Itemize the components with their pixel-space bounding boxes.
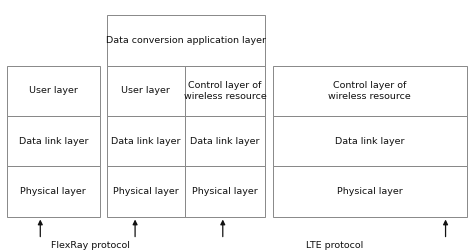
Text: FlexRay protocol: FlexRay protocol — [51, 241, 129, 250]
Text: Physical layer: Physical layer — [337, 187, 402, 196]
Bar — [185, 116, 265, 166]
Text: Control layer of
wireless resource: Control layer of wireless resource — [184, 81, 266, 101]
Bar — [273, 116, 467, 166]
Text: Data conversion application layer: Data conversion application layer — [106, 36, 266, 45]
Text: Control layer of
wireless resource: Control layer of wireless resource — [328, 81, 411, 101]
Text: Data link layer: Data link layer — [18, 137, 88, 146]
Text: Data link layer: Data link layer — [111, 137, 181, 146]
Bar — [107, 15, 265, 66]
Text: Data link layer: Data link layer — [191, 137, 260, 146]
Bar — [107, 66, 185, 116]
Bar — [7, 66, 100, 116]
Bar — [107, 166, 185, 217]
Bar — [273, 166, 467, 217]
Text: LTE protocol: LTE protocol — [306, 241, 363, 250]
Bar — [273, 66, 467, 116]
Text: Physical layer: Physical layer — [192, 187, 258, 196]
Bar — [7, 166, 100, 217]
Bar — [185, 166, 265, 217]
Text: Data link layer: Data link layer — [335, 137, 404, 146]
Text: Physical layer: Physical layer — [113, 187, 179, 196]
Text: User layer: User layer — [121, 86, 170, 95]
Bar — [185, 66, 265, 116]
Text: Physical layer: Physical layer — [20, 187, 86, 196]
Text: User layer: User layer — [29, 86, 78, 95]
Bar — [7, 116, 100, 166]
Bar — [107, 116, 185, 166]
